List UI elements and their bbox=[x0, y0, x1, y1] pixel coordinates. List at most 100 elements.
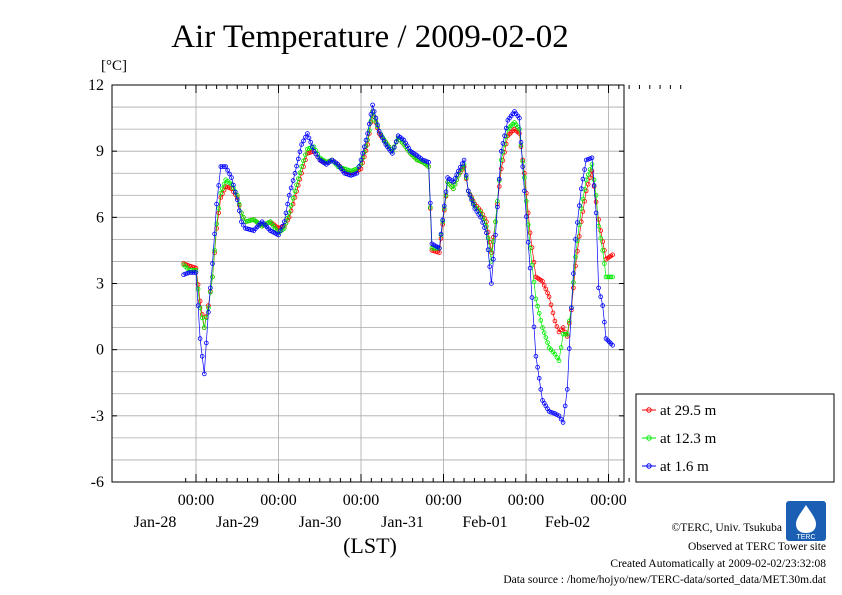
data-point bbox=[583, 157, 589, 163]
x-tick-time-label: 00:00 bbox=[260, 492, 296, 509]
data-point bbox=[441, 203, 447, 209]
observed-text: Observed at TERC Tower site bbox=[688, 541, 826, 553]
data-point bbox=[478, 215, 483, 220]
data-point bbox=[569, 305, 574, 311]
data-point bbox=[489, 281, 494, 286]
y-axis-unit: [°C] bbox=[101, 58, 127, 74]
data-point bbox=[580, 176, 586, 182]
data-point bbox=[366, 121, 372, 127]
series-group bbox=[181, 102, 615, 425]
data-point bbox=[204, 340, 209, 346]
data-point bbox=[235, 197, 240, 203]
data-point bbox=[239, 219, 244, 225]
data-point bbox=[220, 186, 225, 192]
data-point bbox=[541, 282, 547, 288]
legend-box bbox=[635, 393, 835, 483]
data-point bbox=[192, 270, 197, 275]
data-point bbox=[610, 342, 615, 348]
data-point bbox=[393, 139, 399, 144]
data-point bbox=[608, 274, 614, 280]
x-tick-time-label: 00:00 bbox=[343, 492, 379, 509]
data-point bbox=[214, 221, 219, 227]
data-point bbox=[303, 152, 308, 158]
x-tick-date-label: Jan-28 bbox=[134, 514, 177, 531]
data-point bbox=[218, 164, 224, 169]
data-point bbox=[566, 318, 572, 324]
y-tick-label: 9 bbox=[96, 143, 104, 160]
data-point bbox=[496, 184, 502, 189]
data-point bbox=[593, 199, 599, 205]
data-point bbox=[518, 140, 524, 145]
copyright-text: ©TERC, Univ. Tsukuba bbox=[672, 522, 782, 534]
data-point bbox=[216, 183, 222, 188]
data-point bbox=[529, 295, 535, 300]
data-point bbox=[562, 403, 568, 409]
data-point bbox=[535, 303, 540, 309]
x-tick-time-label: 00:00 bbox=[590, 492, 626, 509]
data-point bbox=[390, 151, 395, 156]
data-point bbox=[602, 261, 607, 266]
data-point bbox=[493, 232, 498, 238]
data-point bbox=[598, 294, 603, 300]
data-point bbox=[541, 330, 547, 335]
data-point bbox=[438, 231, 444, 237]
data-point bbox=[540, 278, 545, 284]
data-point bbox=[543, 335, 549, 340]
data-point bbox=[206, 309, 211, 315]
data-point bbox=[496, 176, 502, 182]
data-point bbox=[212, 248, 217, 253]
data-point bbox=[373, 115, 379, 121]
data-point bbox=[197, 298, 203, 304]
terc-logo: TERC bbox=[786, 501, 826, 541]
legend-marker bbox=[646, 407, 652, 413]
data-point bbox=[281, 219, 287, 225]
data-point bbox=[391, 145, 397, 150]
data-point bbox=[188, 270, 194, 275]
data-point bbox=[221, 164, 227, 169]
data-point bbox=[560, 325, 566, 330]
data-point bbox=[522, 175, 527, 180]
data-point bbox=[602, 319, 607, 325]
data-point bbox=[292, 170, 298, 176]
data-point bbox=[536, 375, 542, 381]
data-point bbox=[461, 157, 467, 163]
data-point bbox=[368, 112, 374, 117]
y-tick-label: 6 bbox=[96, 209, 104, 226]
data-point bbox=[210, 274, 215, 280]
x-tick-date-label: Jan-29 bbox=[216, 514, 259, 531]
legend-label: at 1.6 m bbox=[660, 459, 709, 475]
data-point bbox=[589, 155, 595, 161]
data-point bbox=[495, 204, 500, 210]
data-point bbox=[610, 252, 615, 258]
data-point bbox=[212, 231, 217, 237]
data-point bbox=[600, 303, 605, 308]
data-point bbox=[306, 135, 312, 141]
data-point bbox=[360, 151, 365, 156]
data-point bbox=[560, 420, 566, 425]
data-point bbox=[576, 234, 582, 239]
data-point bbox=[361, 144, 367, 150]
data-point bbox=[440, 217, 446, 223]
data-point bbox=[554, 324, 560, 329]
data-point bbox=[533, 353, 539, 359]
data-point bbox=[290, 195, 296, 201]
grid-lines bbox=[112, 84, 624, 483]
data-point bbox=[575, 220, 580, 225]
data-point bbox=[525, 240, 531, 245]
data-point bbox=[356, 164, 362, 169]
data-point bbox=[580, 196, 586, 202]
series-1 bbox=[181, 109, 615, 339]
data-point bbox=[487, 264, 493, 269]
data-point bbox=[564, 387, 570, 392]
data-point bbox=[517, 126, 522, 132]
data-point bbox=[562, 331, 568, 337]
data-point bbox=[493, 219, 498, 225]
data-point bbox=[531, 324, 537, 330]
data-point bbox=[437, 245, 442, 251]
legend-marker bbox=[646, 463, 652, 469]
data-point bbox=[202, 371, 207, 377]
x-tick-date-label: Jan-30 bbox=[299, 514, 342, 531]
data-point bbox=[598, 228, 603, 233]
data-point bbox=[451, 179, 456, 185]
data-point bbox=[294, 163, 299, 169]
